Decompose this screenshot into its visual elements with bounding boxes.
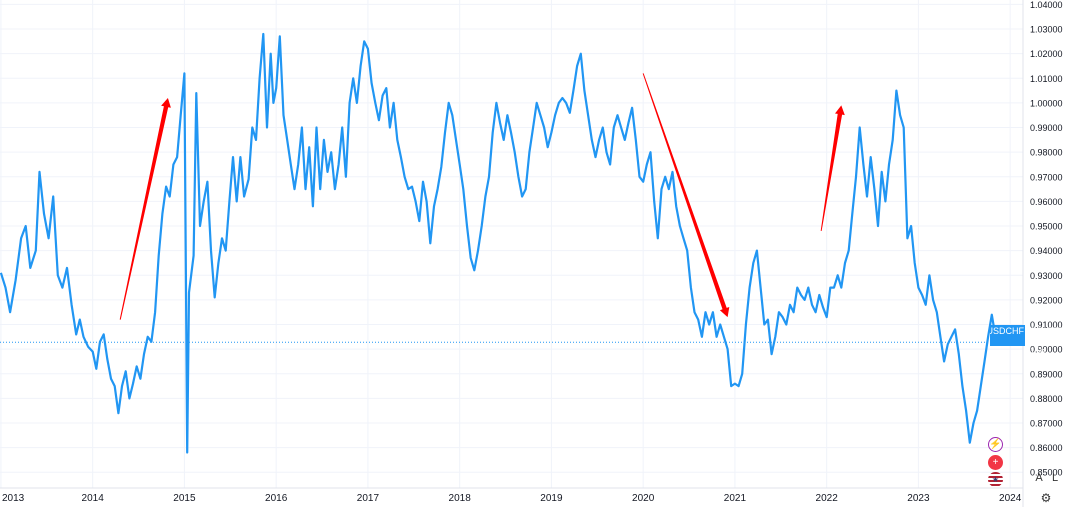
y-tick-label: 0.96000 — [1030, 197, 1063, 207]
y-tick-label: 0.99000 — [1030, 123, 1063, 133]
grid-lines — [0, 0, 1023, 488]
x-tick-label: 2019 — [540, 493, 563, 504]
y-tick-label: 0.89000 — [1030, 369, 1063, 379]
y-tick-label: 0.98000 — [1030, 148, 1063, 158]
x-tick-label: 2023 — [907, 493, 930, 504]
y-tick-label: 0.85000 — [1030, 468, 1063, 478]
y-tick-label: 1.00000 — [1030, 98, 1063, 108]
x-tick-label: 2013 — [2, 493, 25, 504]
y-tick-label: 0.93000 — [1030, 271, 1063, 281]
y-tick-label: 0.95000 — [1030, 222, 1063, 232]
us-flag-icon[interactable]: ★ — [988, 472, 1003, 487]
x-tick-label: 2015 — [173, 493, 196, 504]
series-line — [0, 32, 1000, 454]
trend-arrows — [119, 73, 845, 320]
x-tick-label: 2017 — [357, 493, 380, 504]
log-scale-button[interactable]: L — [1051, 472, 1059, 484]
x-tick-label: 2021 — [724, 493, 747, 504]
trend-arrow — [820, 105, 845, 231]
y-tick-label: 0.97000 — [1030, 172, 1063, 182]
y-tick-label: 1.04000 — [1030, 0, 1063, 10]
last-price-value: 0.90281 — [1030, 326, 1063, 336]
y-tick-label: 0.87000 — [1030, 418, 1063, 428]
y-tick-label: 1.02000 — [1030, 49, 1063, 59]
x-tick-label: 2016 — [265, 493, 288, 504]
x-tick-label: 2018 — [449, 493, 472, 504]
symbol-label: USDCHF — [990, 326, 1024, 336]
y-tick-label: 0.94000 — [1030, 246, 1063, 256]
y-axis[interactable]: 0.85000 0.86000 0.87000 0.88000 0.89000 0.900… — [1030, 0, 1063, 478]
plus-icon[interactable]: + — [988, 455, 1003, 470]
trend-arrow — [642, 73, 730, 318]
x-axis[interactable]: 2013 2014 2015 2016 2017 2018 2019 2020 2021 2022… — [2, 493, 1022, 504]
x-tick-label: 2022 — [816, 493, 839, 504]
x-tick-label: 2014 — [82, 493, 105, 504]
y-tick-label: 1.01000 — [1030, 74, 1063, 84]
x-tick-label: 2024 — [999, 493, 1022, 504]
y-tick-label: 0.92000 — [1030, 295, 1063, 305]
y-tick-label: 0.90000 — [1030, 345, 1063, 355]
gear-icon[interactable]: ⚙ — [1040, 491, 1052, 505]
trend-arrow — [119, 98, 171, 320]
auto-scale-button[interactable]: A — [1035, 472, 1043, 484]
x-tick-label: 2020 — [632, 493, 655, 504]
bar-countdown: 4d 15h — [1030, 336, 1046, 356]
y-tick-label: 0.86000 — [1030, 443, 1063, 453]
lightning-icon[interactable]: ⚡ — [988, 437, 1003, 452]
last-price-tag: USDCHF 0.90281 4d 15h — [990, 325, 1063, 356]
y-tick-label: 0.91000 — [1030, 320, 1063, 330]
y-tick-label: 1.03000 — [1030, 25, 1063, 35]
y-tick-label: 0.88000 — [1030, 394, 1063, 404]
